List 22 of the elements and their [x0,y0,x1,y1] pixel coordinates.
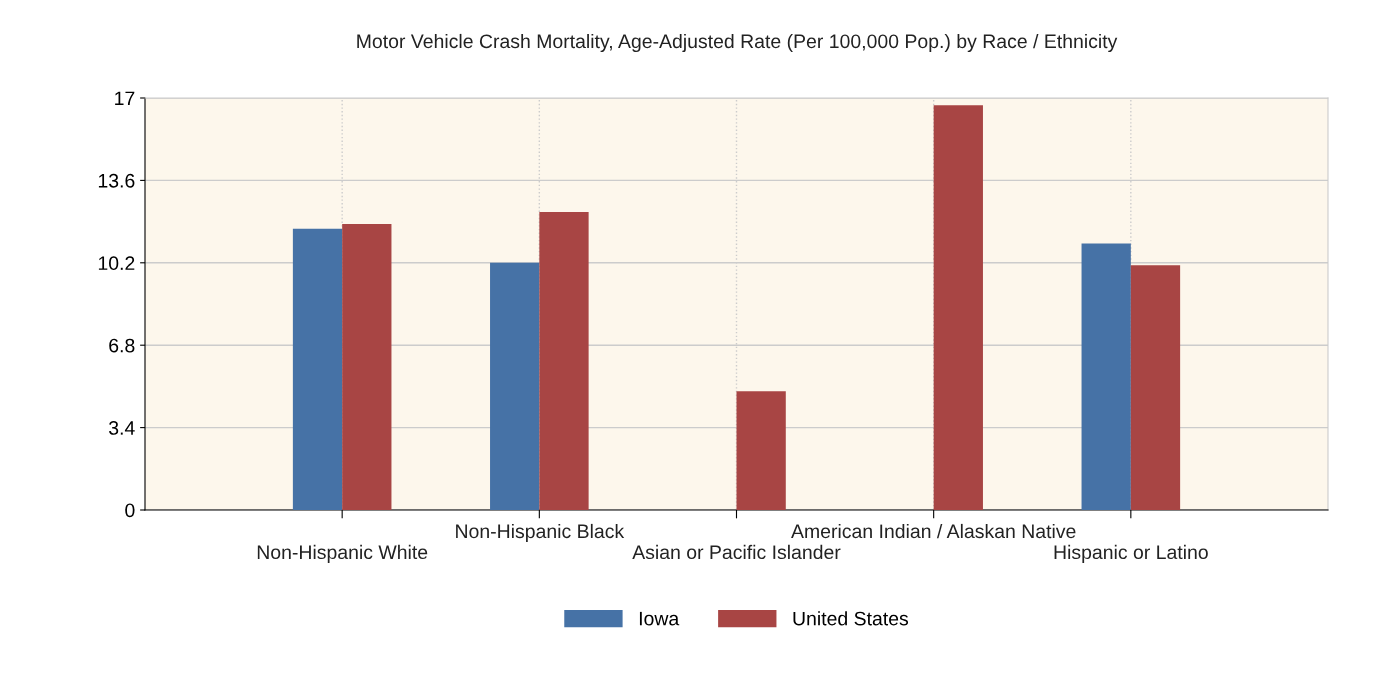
bar [539,211,589,510]
bar [736,391,786,510]
bar [1130,265,1181,510]
x-tick-label: Hispanic or Latino [1054,544,1208,563]
y-tick-label: 3.4 [108,421,135,435]
bar [292,228,343,510]
x-tick-label: Non-Hispanic Black [456,523,625,543]
y-tick-label: 0 [125,503,135,518]
chart-title: Motor Vehicle Crash Mortality, Age-Adjusted Rate (Per 100,000 Pop.) by Race / Ethnicity [357,33,1118,53]
bar [933,105,983,510]
legend-label: United States [793,611,909,626]
y-tick-label: 10.2 [98,256,135,271]
y-tick-label: 17 [115,91,135,106]
y-tick-label: 6.8 [109,338,135,353]
y-tick-label: 13.6 [98,173,135,188]
bar [1081,243,1131,510]
x-tick-label: American Indian / Alaskan Native [791,523,1076,539]
x-tick-label: Non-Hispanic White [257,544,428,563]
legend-label: Iowa [639,611,680,626]
bar [490,262,540,510]
x-tick-label: Asian or Pacific Islander [632,544,841,560]
bar [342,224,392,510]
